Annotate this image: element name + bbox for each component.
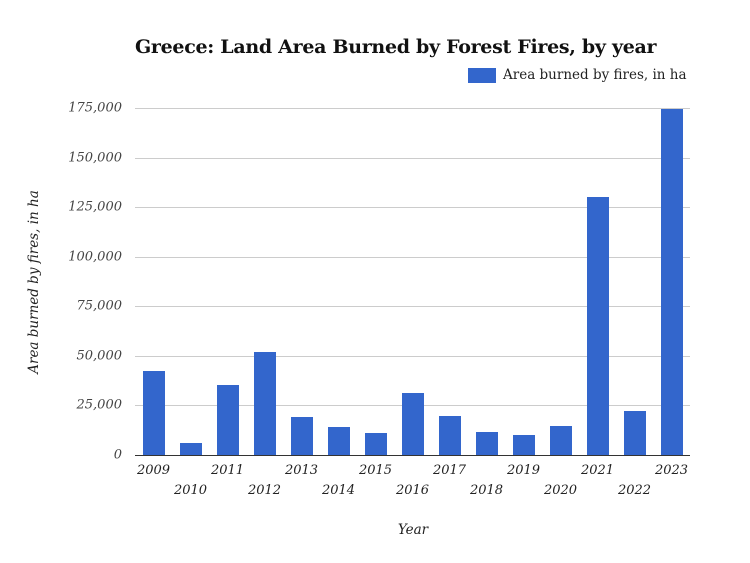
bar-2020[interactable] xyxy=(549,426,572,455)
bar-2012[interactable] xyxy=(253,351,276,455)
y-tick-label: 50,000 xyxy=(76,348,123,364)
x-tick-label: 2019 xyxy=(506,463,541,478)
gridline xyxy=(135,355,690,357)
y-tick-label: 150,000 xyxy=(68,150,122,166)
y-tick-label: 25,000 xyxy=(76,397,123,413)
bar-2021[interactable] xyxy=(586,197,609,455)
gridline xyxy=(135,256,690,258)
bar-2009[interactable] xyxy=(142,370,165,455)
chart-title: Greece: Land Area Burned by Forest Fires… xyxy=(135,36,657,58)
x-axis-line xyxy=(135,455,690,456)
y-tick-label: 125,000 xyxy=(68,199,122,215)
y-axis-label: Area burned by fires, in ha xyxy=(26,190,42,374)
plot-area: 0 25,000 50,000 75,000 100,000 125,000 150,000… xyxy=(68,101,690,498)
y-tick-label: 175,000 xyxy=(68,100,122,116)
x-tick-label: 2022 xyxy=(617,483,652,498)
x-tick-label: 2023 xyxy=(654,463,689,478)
gridline xyxy=(135,108,690,109)
legend-label: Area burned by fires, in ha xyxy=(503,67,687,83)
x-tick-label: 2009 xyxy=(136,463,171,478)
bar-2013[interactable] xyxy=(290,416,313,455)
x-axis-label: Year xyxy=(397,522,429,538)
legend-swatch xyxy=(468,67,496,83)
bar-2017[interactable] xyxy=(438,415,461,455)
y-tick-label: 75,000 xyxy=(76,298,123,314)
bar-2014[interactable] xyxy=(327,427,350,455)
gridline xyxy=(135,306,690,308)
legend: Area burned by fires, in ha xyxy=(468,67,687,83)
x-tick-label: 2017 xyxy=(432,463,467,478)
gridline xyxy=(135,157,690,159)
gridline xyxy=(135,207,690,209)
x-tick-label: 2011 xyxy=(210,463,245,478)
bar-2019[interactable] xyxy=(512,434,535,455)
bar-2023[interactable] xyxy=(660,108,683,455)
x-tick-label: 2014 xyxy=(321,483,356,498)
bar-2016[interactable] xyxy=(401,392,424,455)
bar-2011[interactable] xyxy=(216,385,239,455)
x-tick-label: 2010 xyxy=(173,483,208,498)
bar-2018[interactable] xyxy=(475,432,498,455)
x-tick-label: 2013 xyxy=(284,463,319,478)
y-tick-label: 0 xyxy=(113,447,122,463)
x-tick-label: 2021 xyxy=(580,463,615,478)
y-tick-label: 100,000 xyxy=(68,249,122,265)
bar-2010[interactable] xyxy=(179,443,202,455)
x-tick-label: 2012 xyxy=(247,483,282,498)
bar-2022[interactable] xyxy=(623,410,646,455)
x-tick-label: 2016 xyxy=(395,483,430,498)
x-tick-label: 2015 xyxy=(358,463,393,478)
x-tick-label: 2018 xyxy=(469,483,504,498)
bar-2015[interactable] xyxy=(364,433,387,455)
x-tick-label: 2020 xyxy=(543,483,578,498)
